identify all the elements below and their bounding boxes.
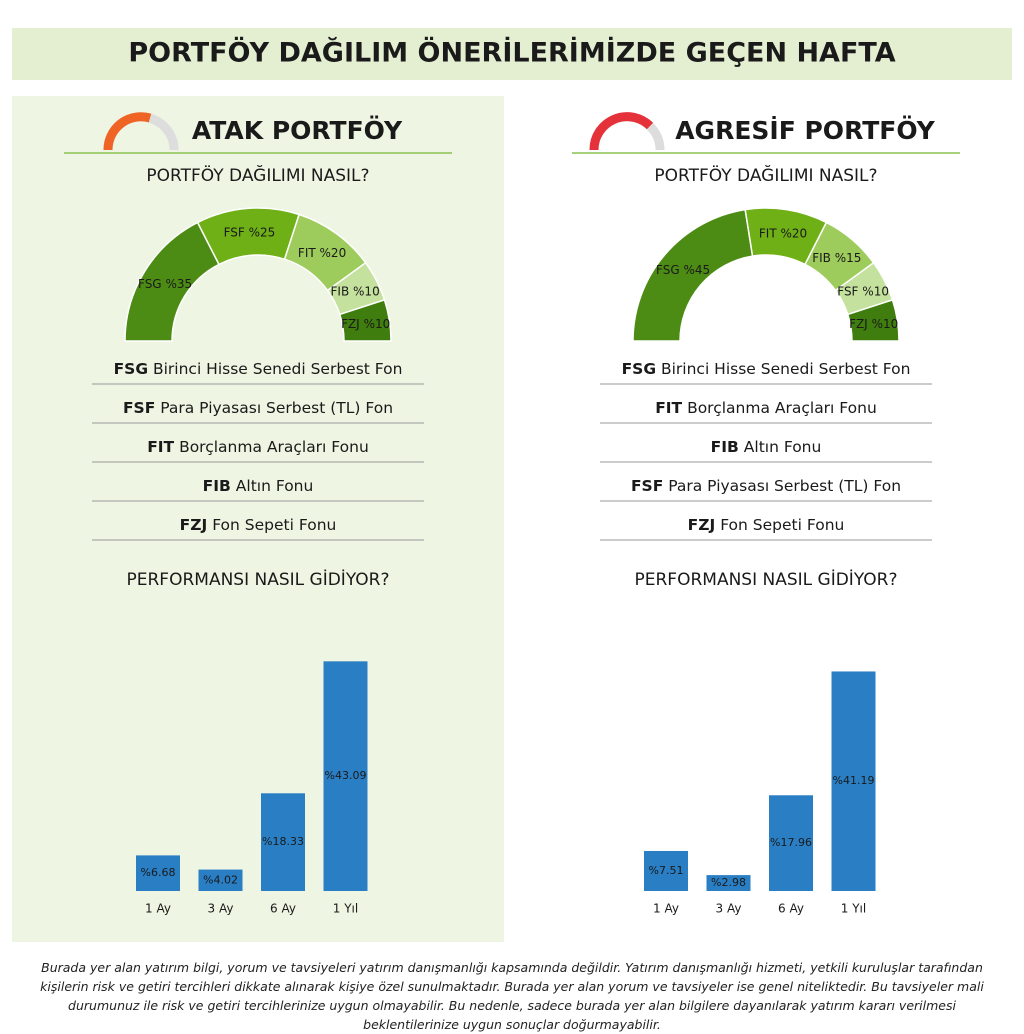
fund-code: FSF bbox=[123, 399, 155, 417]
fund-code: FZJ bbox=[180, 516, 208, 534]
x-tick-label: 1 Yıl bbox=[333, 902, 358, 916]
fund-code: FIB bbox=[711, 438, 739, 456]
slice-category: FZJ bbox=[341, 316, 360, 330]
header-band bbox=[12, 28, 1012, 80]
bar bbox=[198, 869, 243, 891]
slice-value: %10 bbox=[364, 316, 391, 330]
slice-label: FSG %35 bbox=[138, 277, 192, 291]
bar-value-label: %17.96 bbox=[770, 836, 812, 849]
slice-category: FSF bbox=[224, 225, 245, 239]
panel-title: AGRESİF PORTFÖY bbox=[675, 115, 935, 145]
section-title: PORTFÖY DAĞILIMI NASIL? bbox=[146, 164, 369, 186]
slice-value: %20 bbox=[320, 245, 347, 259]
slice-value: %35 bbox=[165, 277, 192, 291]
fund-row: FSF Para Piyasası Serbest (TL) Fon bbox=[631, 477, 901, 495]
bar-value-label: %2.98 bbox=[711, 876, 746, 889]
slice-label: FSG %45 bbox=[656, 263, 710, 277]
x-tick-label: 3 Ay bbox=[716, 902, 742, 916]
fund-name: Fon Sepeti Fonu bbox=[212, 516, 336, 534]
fund-name: Birinci Hisse Senedi Serbest Fon bbox=[153, 360, 402, 378]
slice-label: FSF %25 bbox=[224, 225, 276, 239]
bar bbox=[261, 793, 305, 891]
slice-category: FSF bbox=[837, 284, 858, 298]
slice-value: %10 bbox=[872, 316, 899, 330]
fund-name: Para Piyasası Serbest (TL) Fon bbox=[160, 399, 393, 417]
bar bbox=[323, 661, 368, 891]
gauge-icon bbox=[103, 112, 152, 151]
slice-category: FIT bbox=[759, 226, 777, 240]
slice-value: %15 bbox=[835, 251, 862, 265]
slice-category: FSG bbox=[138, 277, 162, 291]
bar bbox=[769, 795, 813, 891]
slice-value: %25 bbox=[249, 225, 276, 239]
x-tick-label: 1 Ay bbox=[653, 902, 679, 916]
fund-name: Borçlanma Araçları Fonu bbox=[687, 399, 877, 417]
slice-category: FIT bbox=[298, 245, 316, 259]
slice-label: FIB %15 bbox=[812, 251, 861, 265]
gauge-icon bbox=[589, 112, 654, 151]
bar-value-label: %41.19 bbox=[833, 774, 875, 787]
fund-row: FZJ Fon Sepeti Fonu bbox=[180, 516, 337, 534]
panel-title: ATAK PORTFÖY bbox=[192, 115, 403, 145]
fund-name: Altın Fonu bbox=[744, 438, 822, 456]
fund-row: FSF Para Piyasası Serbest (TL) Fon bbox=[123, 399, 393, 417]
x-tick-label: 3 Ay bbox=[208, 902, 234, 916]
slice-label: FIT %20 bbox=[298, 245, 346, 259]
fund-name: Para Piyasası Serbest (TL) Fon bbox=[668, 477, 901, 495]
page-title: PORTFÖY DAĞILIM ÖNERİLERİMİZDE GEÇEN HAF… bbox=[128, 36, 895, 69]
fund-code: FIT bbox=[655, 399, 682, 417]
slice-category: FZJ bbox=[849, 316, 868, 330]
slice-category: FSG bbox=[656, 263, 680, 277]
slice-value: %20 bbox=[781, 226, 808, 240]
slice-category: FIB bbox=[812, 251, 831, 265]
x-tick-label: 1 Yıl bbox=[841, 902, 866, 916]
fund-row: FIT Borçlanma Araçları Fonu bbox=[147, 438, 369, 456]
slice-value: %10 bbox=[353, 284, 380, 298]
fund-name: Borçlanma Araçları Fonu bbox=[179, 438, 369, 456]
fund-code: FZJ bbox=[688, 516, 716, 534]
fund-code: FIB bbox=[203, 477, 231, 495]
slice-label: FSF %10 bbox=[837, 284, 889, 298]
slice-category: FIB bbox=[331, 284, 350, 298]
section-title: PERFORMANSI NASIL GİDİYOR? bbox=[635, 569, 898, 590]
slice-value: %10 bbox=[862, 284, 889, 298]
disclaimer: Burada yer alan yatırım bilgi, yorum ve … bbox=[40, 960, 984, 1032]
bar-value-label: %6.68 bbox=[141, 866, 176, 879]
bar bbox=[706, 875, 751, 891]
fund-row: FZJ Fon Sepeti Fonu bbox=[688, 516, 845, 534]
bar bbox=[831, 671, 876, 891]
pie-slice bbox=[846, 298, 900, 342]
slice-label: FIT %20 bbox=[759, 226, 807, 240]
slice-label: FIB %10 bbox=[331, 284, 380, 298]
fund-row: FIB Altın Fonu bbox=[711, 438, 822, 456]
x-tick-label: 6 Ay bbox=[270, 902, 296, 916]
fund-name: Altın Fonu bbox=[236, 477, 314, 495]
x-tick-label: 1 Ay bbox=[145, 902, 171, 916]
fund-code: FSG bbox=[622, 360, 656, 378]
bar-value-label: %43.09 bbox=[325, 769, 367, 782]
slice-label: FZJ %10 bbox=[849, 316, 898, 330]
section-title: PERFORMANSI NASIL GİDİYOR? bbox=[127, 569, 390, 590]
fund-row: FSG Birinci Hisse Senedi Serbest Fon bbox=[622, 360, 911, 378]
slice-value: %45 bbox=[683, 263, 710, 277]
fund-row: FSG Birinci Hisse Senedi Serbest Fon bbox=[114, 360, 403, 378]
fund-row: FIB Altın Fonu bbox=[203, 477, 314, 495]
section-title: PORTFÖY DAĞILIMI NASIL? bbox=[654, 164, 877, 186]
fund-name: Fon Sepeti Fonu bbox=[720, 516, 844, 534]
x-tick-label: 6 Ay bbox=[778, 902, 804, 916]
fund-row: FIT Borçlanma Araçları Fonu bbox=[655, 399, 877, 417]
fund-code: FIT bbox=[147, 438, 174, 456]
pie-slice bbox=[338, 298, 392, 342]
bar bbox=[644, 850, 688, 891]
slice-label: FZJ %10 bbox=[341, 316, 390, 330]
fund-code: FSF bbox=[631, 477, 663, 495]
bar-value-label: %4.02 bbox=[203, 873, 238, 886]
fund-code: FSG bbox=[114, 360, 148, 378]
bar-value-label: %18.33 bbox=[262, 835, 304, 848]
fund-name: Birinci Hisse Senedi Serbest Fon bbox=[661, 360, 910, 378]
bar bbox=[136, 855, 180, 891]
bar-value-label: %7.51 bbox=[649, 864, 684, 877]
